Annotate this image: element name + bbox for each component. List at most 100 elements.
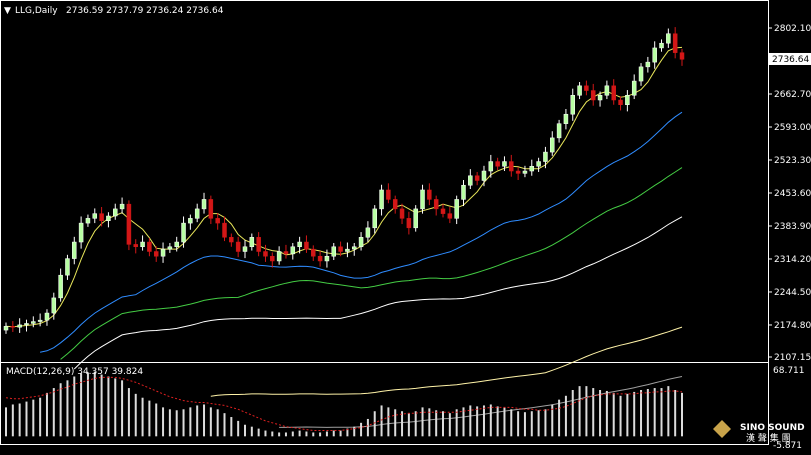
candle-body xyxy=(358,237,364,248)
candle-body xyxy=(119,203,125,210)
candle-body xyxy=(638,66,644,82)
candle-body xyxy=(290,246,296,255)
price-tick-label: 2802.10 xyxy=(774,24,811,34)
candle-body xyxy=(99,213,104,221)
price-tick-label: 2314.20 xyxy=(774,255,811,265)
macd-top-value: 68.711 xyxy=(773,366,805,376)
candle-body xyxy=(338,246,343,252)
candle-body xyxy=(283,251,289,255)
candle-body xyxy=(631,80,637,96)
candle-body xyxy=(331,246,337,257)
candle-body xyxy=(659,42,664,49)
candle-body xyxy=(249,237,255,248)
candle-body xyxy=(106,215,111,221)
candle-body xyxy=(37,319,43,322)
current-price-box xyxy=(769,52,811,65)
price-tick-label: 2107.15 xyxy=(774,353,811,363)
candle-body xyxy=(263,251,268,257)
candle-body xyxy=(543,151,548,162)
candle-body xyxy=(563,113,569,124)
candle-body xyxy=(515,170,521,174)
ma-50-line xyxy=(73,216,683,370)
candle-body xyxy=(58,274,63,299)
candle-body xyxy=(153,251,159,257)
ma-80-line xyxy=(210,326,683,397)
price-tick-label: 2662.70 xyxy=(774,90,811,100)
dropdown-arrow-icon[interactable]: ▼ xyxy=(4,6,11,16)
candle-body xyxy=(372,208,377,229)
candle-body xyxy=(24,323,29,326)
candle-body xyxy=(31,321,36,324)
candle-body xyxy=(625,95,630,105)
candle-body xyxy=(17,324,22,328)
candle-body xyxy=(666,33,671,44)
candle-body xyxy=(304,241,309,250)
candle-body xyxy=(201,199,207,210)
candle-body xyxy=(44,312,50,321)
candle-body xyxy=(474,175,480,181)
candle-body xyxy=(652,47,657,63)
candle-body xyxy=(577,85,582,96)
chart-symbol: LLG,Daily xyxy=(15,6,58,16)
candle-body xyxy=(324,255,330,262)
candle-body xyxy=(276,251,282,262)
candle-body xyxy=(51,297,57,314)
candle-body xyxy=(584,85,589,91)
candle-body xyxy=(3,326,9,331)
candle-body xyxy=(433,199,439,210)
candle-body xyxy=(447,213,453,219)
candle-body xyxy=(556,123,562,139)
ma-35-line xyxy=(60,167,683,360)
candle-body xyxy=(270,255,275,262)
macd-bottom-value: -5.871 xyxy=(773,441,802,451)
candle-body xyxy=(208,199,214,219)
current-price-label: 2736.64 xyxy=(772,55,809,65)
candle-body xyxy=(92,213,98,219)
candle-body xyxy=(235,241,241,252)
candle-body xyxy=(242,246,248,252)
chart-ohlc: 2736.59 2737.79 2736.24 2736.64 xyxy=(66,6,224,16)
macd-signal-line xyxy=(5,376,683,431)
candle-body xyxy=(256,237,261,252)
candle-body xyxy=(597,95,603,101)
candle-body xyxy=(522,170,528,174)
candle-body xyxy=(481,170,487,181)
candle-body xyxy=(413,208,418,229)
candle-body xyxy=(297,241,302,248)
candle-body xyxy=(495,161,500,167)
candle-body xyxy=(126,203,132,245)
candle-body xyxy=(488,161,494,172)
price-tick-label: 2244.50 xyxy=(774,288,811,298)
ma-fast-line xyxy=(5,46,683,328)
candle-body xyxy=(222,222,227,238)
logo-sub: 漢 聲 集 團 xyxy=(746,432,791,444)
candle-body xyxy=(502,161,507,167)
price-tick-label: 2523.30 xyxy=(774,156,811,166)
sinosound-logo: SINO SOUND 漢 聲 集 團 xyxy=(713,420,805,444)
candle-body xyxy=(399,208,405,219)
candle-body xyxy=(386,189,391,200)
candle-body xyxy=(194,208,200,219)
candle-body xyxy=(113,208,118,217)
moving-averages xyxy=(5,46,683,428)
candle-body xyxy=(590,90,596,101)
price-tick-label: 2453.60 xyxy=(774,189,811,199)
candle-body xyxy=(229,237,234,243)
candle-body xyxy=(570,95,575,115)
candle-body xyxy=(365,227,371,238)
candle-body xyxy=(454,199,459,219)
candle-body xyxy=(160,248,166,257)
candle-body xyxy=(461,184,466,200)
candle-body xyxy=(174,241,179,248)
candle-body xyxy=(427,189,432,200)
candle-body xyxy=(65,258,70,276)
logo-brand: SINO SOUND xyxy=(740,423,805,433)
candle-body xyxy=(440,208,446,214)
candle-body xyxy=(345,248,350,252)
candle-body xyxy=(311,248,316,257)
candle-body xyxy=(140,241,145,248)
candle-body xyxy=(468,175,473,186)
candle-body xyxy=(509,161,514,172)
candle-body xyxy=(618,99,623,105)
